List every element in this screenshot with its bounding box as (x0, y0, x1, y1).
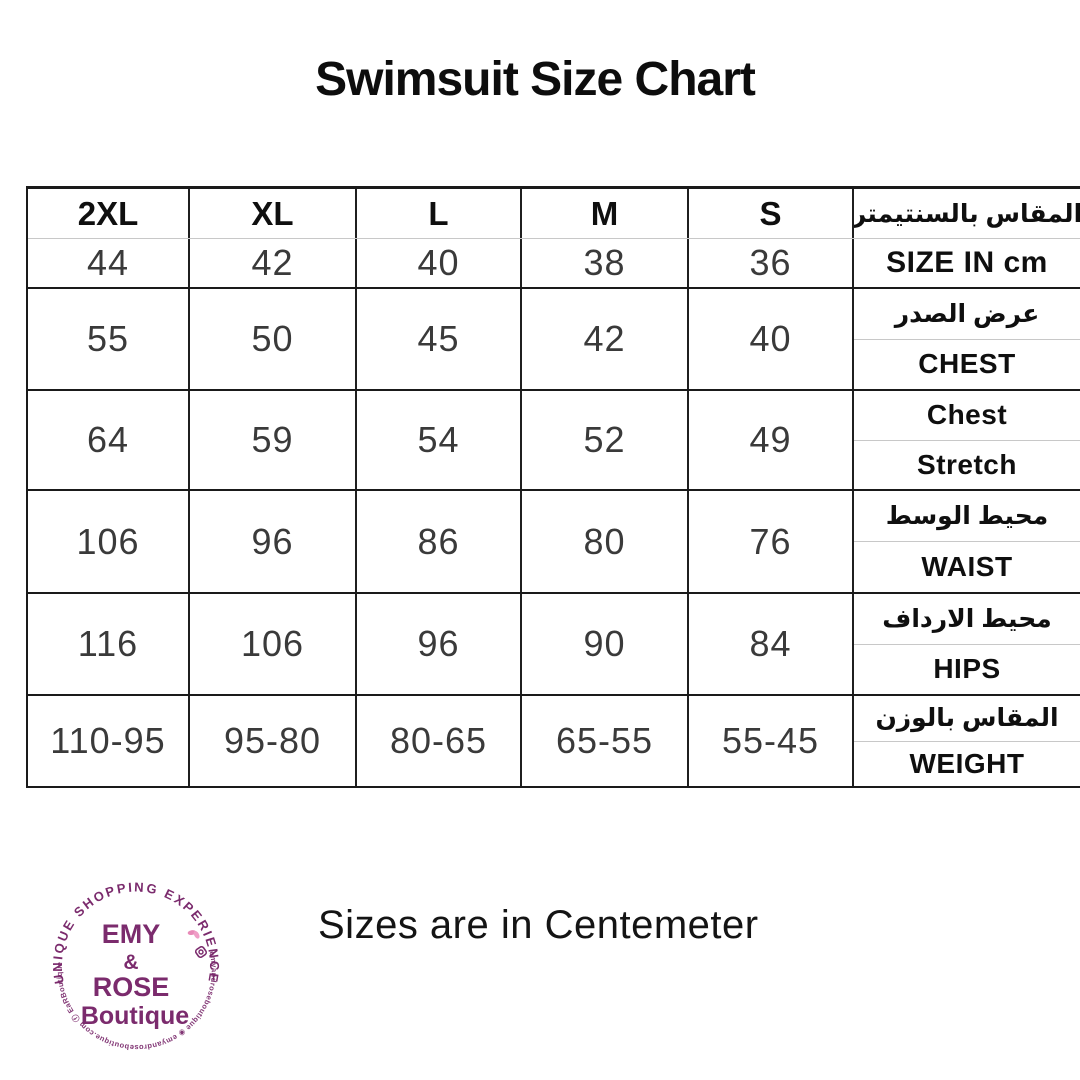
size-value-cell: 42 (522, 289, 689, 389)
size-value-cell: 45 (357, 289, 522, 389)
size-value-cell: 50 (190, 289, 357, 389)
size-chart-table: 2XL XL L M S المقاس بالسنتيمتر 44 42 40 … (26, 186, 1080, 788)
size-value-cell: 116 (28, 594, 190, 694)
measure-label-english: HIPS (933, 653, 1001, 685)
measure-label-arabic: عرض الصدر (854, 289, 1080, 340)
size-value-cell: 38 (522, 239, 689, 287)
size-value-cell: 54 (357, 391, 522, 489)
size-value-cell: 86 (357, 491, 522, 592)
measure-label-english: Chest (854, 391, 1080, 441)
boutique-logo: UNIQUE SHOPPING EXPERIENCE emyandrosebou… (38, 866, 233, 1066)
size-column-header: L (357, 189, 522, 238)
size-value-cell: 42 (190, 239, 357, 287)
measure-label-english: WEIGHT (909, 747, 1025, 779)
size-value-cell: 59 (190, 391, 357, 489)
butterfly-icon (187, 930, 200, 939)
table-row: 44 42 40 38 36 SIZE IN cm (28, 238, 1080, 287)
measure-label-english: CHEST (918, 348, 1016, 380)
size-value-cell: 40 (357, 239, 522, 287)
size-value-cell: 52 (522, 391, 689, 489)
table-group-hips: 116 106 96 90 84 محيط الارداف HIPS (28, 592, 1080, 694)
table-row: 116 106 96 90 84 محيط الارداف HIPS (28, 594, 1080, 694)
size-value-cell: 96 (190, 491, 357, 592)
size-column-header: M (522, 189, 689, 238)
table-row: 110-95 95-80 80-65 65-55 55-45 المقاس با… (28, 696, 1080, 786)
size-column-header: XL (190, 189, 357, 238)
size-value-cell: 84 (689, 594, 854, 694)
size-value-cell: 40 (689, 289, 854, 389)
table-group-sizes: 2XL XL L M S المقاس بالسنتيمتر 44 42 40 … (28, 189, 1080, 287)
measure-label-arabic: المقاس بالوزن (854, 696, 1080, 742)
table-row: 64 59 54 52 49 Chest Stretch (28, 391, 1080, 489)
size-value-cell: 65-55 (522, 696, 689, 786)
size-value-cell: 49 (689, 391, 854, 489)
measure-label-cell: المقاس بالوزن WEIGHT (854, 696, 1080, 786)
size-value-cell: 80-65 (357, 696, 522, 786)
measure-label-arabic: محيط الارداف (854, 594, 1080, 645)
size-value-cell: 106 (190, 594, 357, 694)
size-value-cell: 36 (689, 239, 854, 287)
measure-label-cell: محيط الوسط WAIST (854, 491, 1080, 592)
measure-label-english: Stretch (917, 448, 1017, 480)
measure-label-english: WAIST (921, 551, 1013, 582)
instagram-icon (194, 945, 208, 959)
note-text: Sizes are in Centemeter (318, 903, 759, 947)
measure-label-cell: Chest Stretch (854, 391, 1080, 489)
size-column-header: 2XL (28, 189, 190, 238)
logo-name-line2: & (123, 951, 138, 974)
table-row: 55 50 45 42 40 عرض الصدر CHEST (28, 289, 1080, 389)
size-value-cell: 64 (28, 391, 190, 489)
table-group-weight: 110-95 95-80 80-65 65-55 55-45 المقاس با… (28, 694, 1080, 786)
table-row: 2XL XL L M S المقاس بالسنتيمتر (28, 189, 1080, 238)
size-value-cell: 80 (522, 491, 689, 592)
measure-label-arabic: المقاس بالسنتيمتر (854, 199, 1080, 228)
size-value-cell: 95-80 (190, 696, 357, 786)
table-row: 106 96 86 80 76 محيط الوسط WAIST (28, 491, 1080, 592)
size-column-header: S (689, 189, 854, 238)
logo-name-line4: Boutique (81, 1002, 189, 1030)
size-value-cell: 76 (689, 491, 854, 592)
measure-label-cell: محيط الارداف HIPS (854, 594, 1080, 694)
table-group-waist: 106 96 86 80 76 محيط الوسط WAIST (28, 489, 1080, 592)
logo-name-line1: EMY (102, 919, 161, 949)
size-value-cell: 110-95 (28, 696, 190, 786)
logo-name-line3: ROSE (93, 972, 170, 1002)
size-value-cell: 106 (28, 491, 190, 592)
size-value-cell: 96 (357, 594, 522, 694)
measure-label-arabic: محيط الوسط (854, 491, 1080, 542)
size-value-cell: 90 (522, 594, 689, 694)
table-group-chest-stretch: 64 59 54 52 49 Chest Stretch (28, 389, 1080, 489)
size-value-cell: 55-45 (689, 696, 854, 786)
page-title: Swimsuit Size Chart (315, 53, 756, 106)
size-value-cell: 44 (28, 239, 190, 287)
table-group-chest: 55 50 45 42 40 عرض الصدر CHEST (28, 287, 1080, 389)
size-value-cell: 55 (28, 289, 190, 389)
measure-label-cell: عرض الصدر CHEST (854, 289, 1080, 389)
measure-label-english: SIZE IN cm (886, 246, 1048, 279)
